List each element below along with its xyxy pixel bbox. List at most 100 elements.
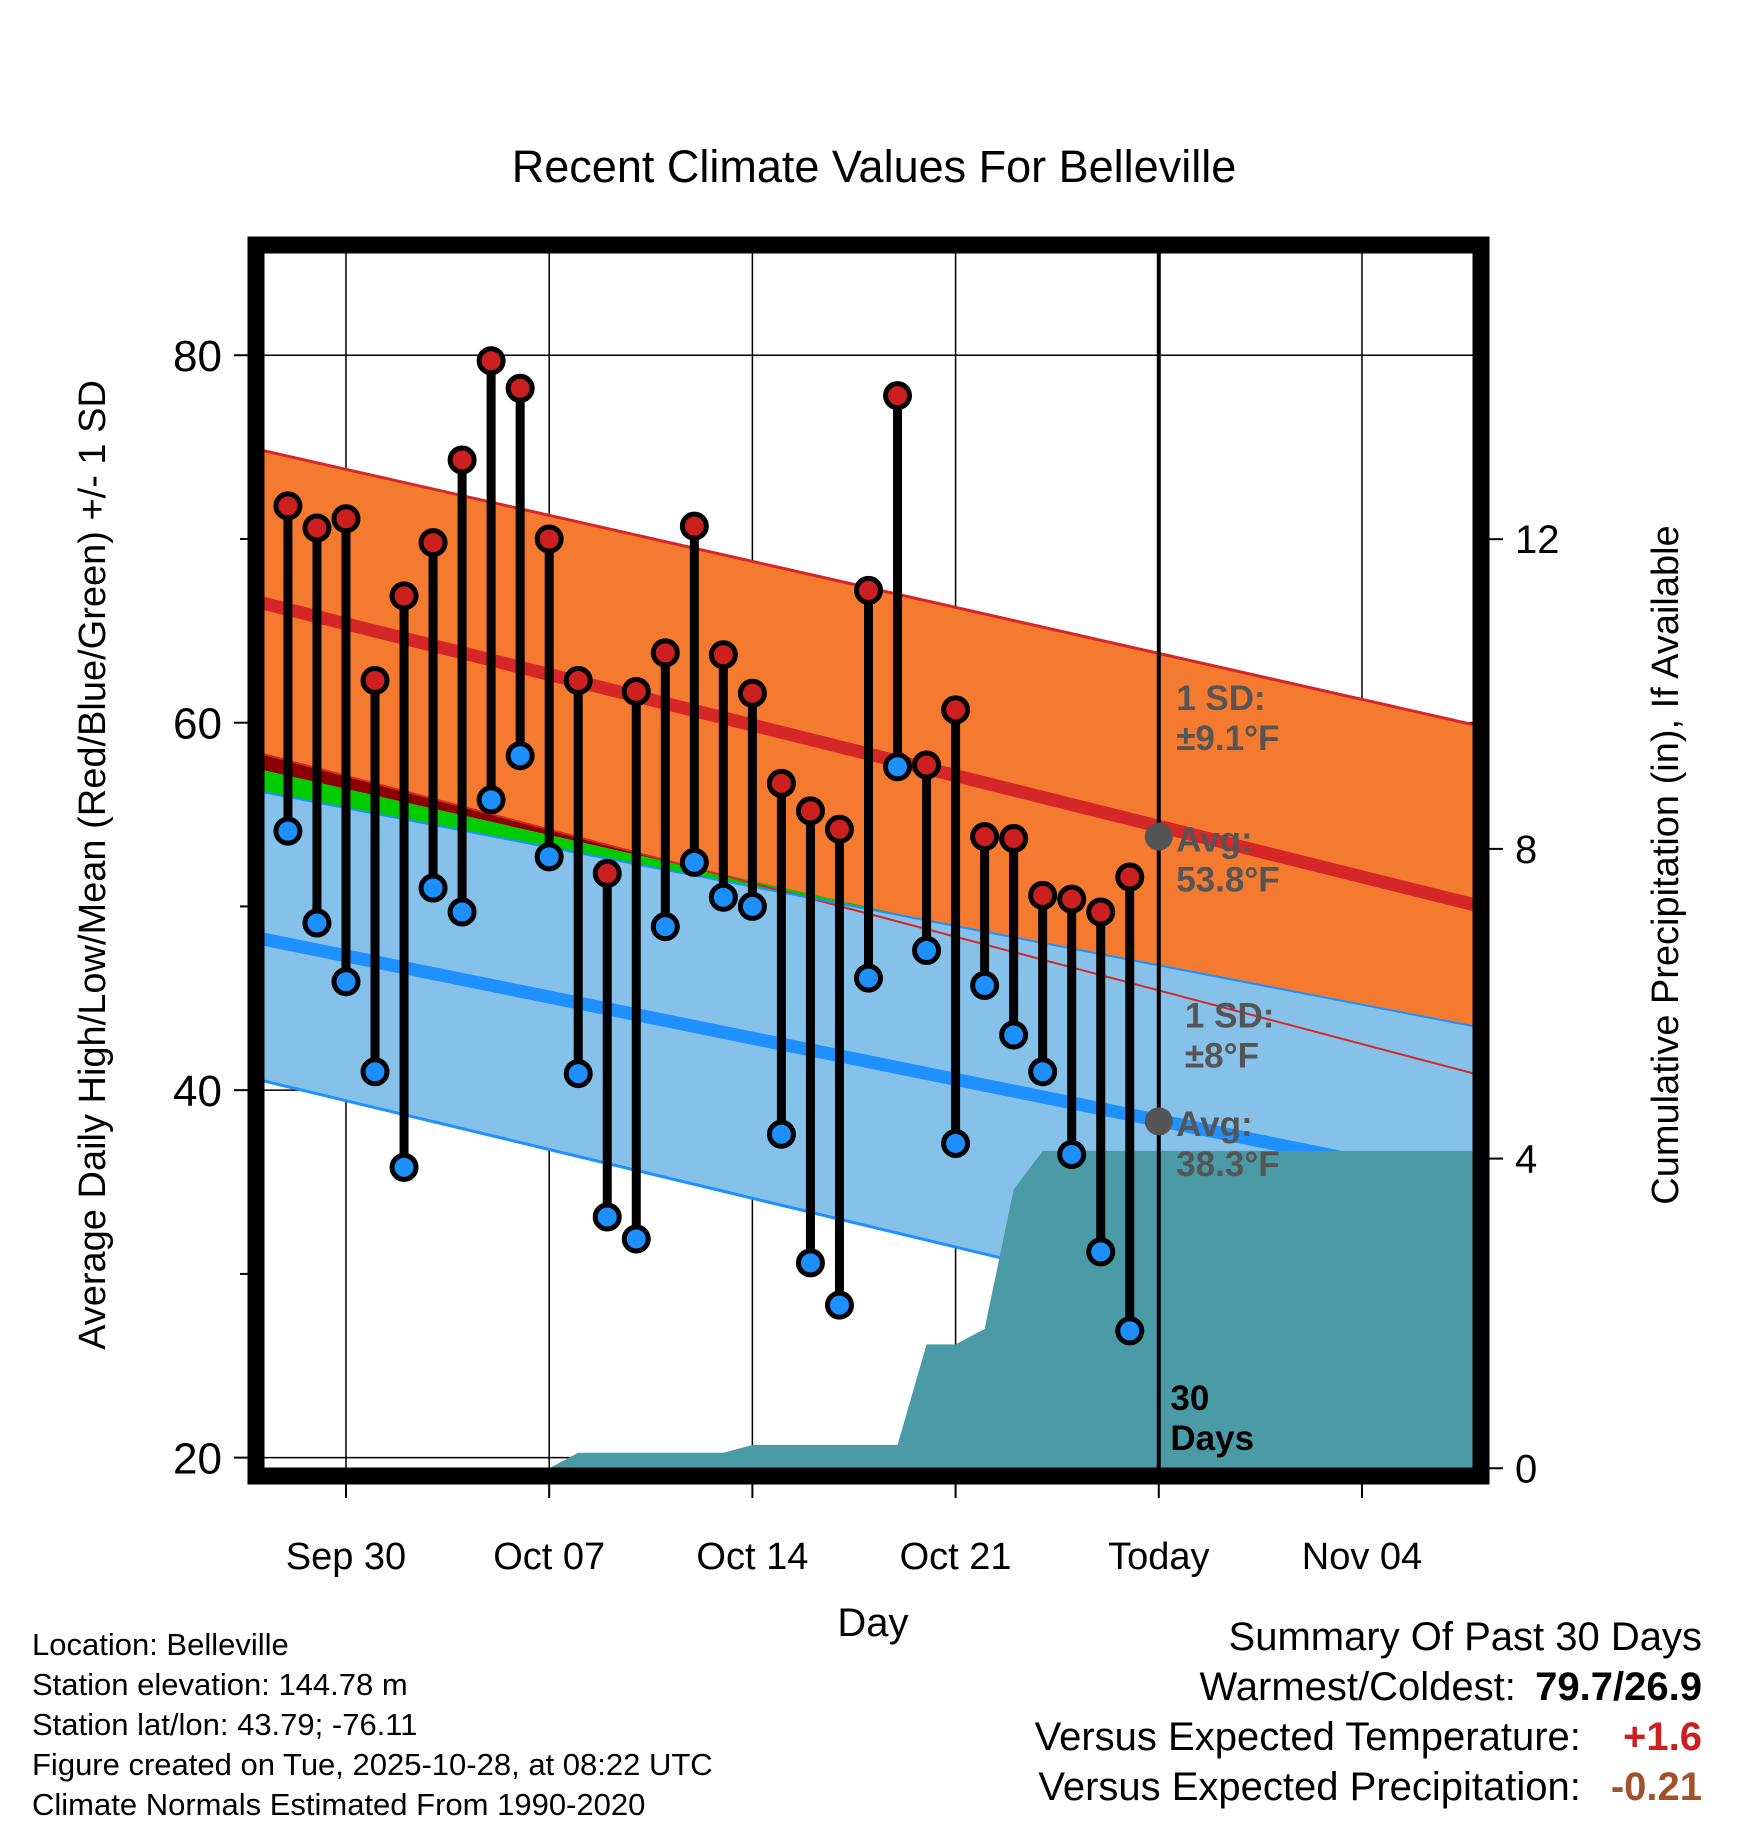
daily-low-point — [912, 936, 942, 966]
today-average-marker — [1144, 1107, 1173, 1136]
y-axis-label: Average Daily High/Low/Mean (Red/Blue/Gr… — [72, 380, 114, 1350]
x-tick-label: Nov 04 — [1302, 1536, 1422, 1578]
x-axis-label: Day — [837, 1601, 908, 1645]
daily-high-point — [1086, 897, 1116, 927]
daily-high-point — [447, 445, 477, 475]
created-text: Figure created on Tue, 2025-10-28, at 08… — [32, 1747, 713, 1782]
warmest-coldest-row: Warmest/Coldest: 79.7/26.9 — [1035, 1662, 1703, 1712]
y2-axis-label: Cumulative Precipitation (in), If Availa… — [1645, 525, 1687, 1204]
daily-low-point — [883, 752, 913, 782]
daily-low-point — [563, 1059, 593, 1089]
summary-title: Summary Of Past 30 Days — [1228, 1615, 1702, 1659]
daily-low-point — [854, 963, 883, 993]
axes: Sep 30 Oct 07 Oct 14 Oct 21 Today Nov 0420406… — [173, 332, 1559, 1578]
temp-vs-expected-row: Versus Expected Temperature: +1.6 — [1035, 1712, 1702, 1762]
daily-high-point — [476, 346, 506, 376]
daily-high-point — [534, 524, 564, 554]
daily-low-point — [534, 842, 564, 872]
daily-low-point — [302, 908, 332, 938]
temp-vs-expected-label: Versus Expected Temperature: — [1034, 1715, 1581, 1759]
precip-vs-expected-row: Versus Expected Precipitation: -0.21 — [1035, 1762, 1702, 1812]
plot-frame — [247, 236, 1490, 1485]
elevation-text: Station elevation: 144.78 m — [32, 1667, 408, 1702]
annotation-high_sd: 1 SD: ±9.1°F — [1176, 679, 1279, 758]
annotation-line: 1 SD: — [1176, 679, 1265, 718]
daily-high-point — [941, 695, 971, 725]
daily-high-point — [1057, 884, 1087, 914]
daily-low-point — [621, 1224, 651, 1254]
daily-high-point — [592, 858, 622, 888]
daily-low-point — [708, 882, 738, 912]
station-info: Location: Belleville Station elevation: … — [32, 1625, 713, 1825]
daily-high-point — [505, 373, 535, 403]
daily-high-point — [883, 381, 913, 411]
daily-low-point — [389, 1152, 419, 1182]
annotation-low_sd: 1 SD: ±8°F — [1185, 997, 1274, 1076]
daily-low-point — [679, 847, 709, 877]
annotation-days: 30 Days — [1170, 1379, 1254, 1458]
x-tick-label: Sep 30 — [286, 1536, 406, 1578]
daily-low-point — [476, 785, 506, 815]
daily-low-point — [941, 1128, 971, 1158]
daily-high-point — [650, 638, 680, 668]
daily-high-point — [795, 796, 825, 826]
annotation-line: Days — [1170, 1419, 1254, 1458]
annotation-line: Avg: — [1176, 820, 1252, 859]
daily-low-point — [1086, 1237, 1116, 1267]
plot-area — [256, 245, 1481, 1476]
daily-low-point — [418, 873, 448, 903]
y-tick-label: 20 — [173, 1435, 222, 1484]
location-text: Location: Belleville — [32, 1627, 289, 1662]
daily-low-point — [447, 897, 477, 927]
precip-vs-expected-value: -0.21 — [1610, 1765, 1702, 1809]
daily-high-point — [912, 750, 942, 780]
chart-title: Recent Climate Values For Belleville — [512, 141, 1236, 192]
daily-low-point — [1028, 1057, 1058, 1087]
daily-high-point — [824, 814, 854, 844]
temp-vs-expected-value: +1.6 — [1623, 1715, 1702, 1759]
daily-high-point — [360, 665, 390, 695]
y2-tick-label: 0 — [1515, 1447, 1537, 1491]
daily-high-point — [1028, 880, 1058, 910]
today-average-marker — [1144, 822, 1173, 851]
daily-high-point — [273, 491, 303, 521]
annotation-high_avg: Avg: 53.8°F — [1176, 820, 1280, 899]
normals-text: Climate Normals Estimated From 1990-2020 — [32, 1787, 646, 1822]
latlon-text: Station lat/lon: 43.79; -76.11 — [32, 1707, 418, 1742]
daily-high-point — [999, 823, 1029, 853]
daily-high-point — [970, 822, 1000, 852]
daily-data — [273, 346, 1145, 1346]
daily-high-point — [1115, 862, 1145, 892]
daily-high-point — [679, 511, 709, 541]
annotation-line: Avg: — [1176, 1105, 1252, 1144]
annotation-line: ±9.1°F — [1176, 719, 1279, 758]
precip-vs-expected-label: Versus Expected Precipitation: — [1038, 1765, 1581, 1809]
x-tick-label: Oct 07 — [493, 1536, 605, 1578]
daily-high-point — [389, 581, 419, 611]
daily-high-point — [621, 676, 651, 706]
daily-high-point — [418, 528, 448, 558]
daily-high-point — [302, 513, 332, 543]
summary-panel: Summary Of Past 30 Days Warmest/Coldest:… — [1035, 1612, 1702, 1812]
daily-low-point — [795, 1248, 825, 1278]
x-tick-label: Today — [1108, 1536, 1209, 1578]
daily-high-point — [331, 504, 361, 534]
daily-low-point — [650, 912, 680, 942]
y-tick-label: 80 — [173, 332, 222, 381]
y2-tick-label: 8 — [1515, 828, 1537, 872]
daily-high-point — [854, 575, 883, 605]
annotation-line: 30 — [1170, 1379, 1209, 1418]
y2-tick-label: 4 — [1515, 1138, 1537, 1182]
daily-low-point — [970, 970, 1000, 1000]
warmest-coldest-label: Warmest/Coldest: — [1199, 1665, 1516, 1709]
daily-high-point — [708, 640, 738, 670]
daily-low-point — [766, 1119, 796, 1149]
precipitation-area — [549, 1150, 1481, 1476]
daily-high-point — [766, 768, 796, 798]
annotation-low_avg: Avg: 38.3°F — [1176, 1105, 1280, 1184]
annotation-line: 1 SD: — [1185, 997, 1274, 1036]
annotation-line: 53.8°F — [1176, 860, 1280, 899]
daily-low-point — [1115, 1316, 1145, 1346]
y-tick-label: 60 — [173, 700, 222, 749]
